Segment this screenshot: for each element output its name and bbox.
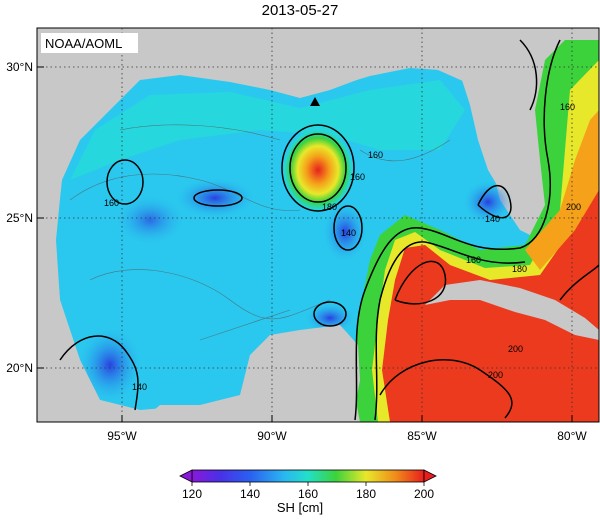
low-west-sw xyxy=(78,327,142,403)
low-florida-bay xyxy=(463,180,513,224)
cuba xyxy=(425,280,599,340)
contour-label: 160 xyxy=(368,150,383,160)
contour-label: 160 xyxy=(560,102,575,112)
station-triangle-icon xyxy=(310,97,320,106)
contour-label: 200 xyxy=(488,370,503,380)
lat-label-30n: 30°N xyxy=(6,60,33,74)
contour-label: 140 xyxy=(485,214,500,224)
credit-box xyxy=(41,33,138,53)
lon-label-80w: 80°W xyxy=(557,429,587,443)
contour-label: 140 xyxy=(132,382,147,392)
contour-label: 160 xyxy=(350,172,365,182)
colorbar-tick-label: 180 xyxy=(356,487,376,501)
northern-shelf xyxy=(70,80,465,180)
colorbar-tick-label: 140 xyxy=(240,487,260,501)
lat-label-25n: 25°N xyxy=(6,211,33,225)
contour-label: 200 xyxy=(566,202,581,212)
contour-label: 160 xyxy=(466,255,481,265)
lon-label-90w: 90°W xyxy=(257,429,287,443)
contour-label: 180 xyxy=(512,264,527,274)
graticule xyxy=(37,28,599,422)
low-west xyxy=(115,195,185,245)
contour-label: 180 xyxy=(322,202,337,212)
texas-coast xyxy=(37,28,440,422)
map-title: 2013-05-27 xyxy=(261,2,339,19)
orange-edge xyxy=(525,110,599,270)
low-central xyxy=(175,178,255,218)
contour-label: 140 xyxy=(341,228,356,238)
lon-label-95w: 95°W xyxy=(107,429,137,443)
yucatan xyxy=(248,325,360,422)
colorbar-tick-label: 120 xyxy=(182,487,202,501)
contour-label: 200 xyxy=(508,344,523,354)
contour-label: 160 xyxy=(104,198,119,208)
colorbar-label: SH [cm] xyxy=(276,500,324,515)
colorbar: 120 140 160 180 200 xyxy=(179,469,437,501)
florida xyxy=(430,28,520,190)
mexico-south xyxy=(140,400,250,422)
low-south xyxy=(305,303,355,333)
colorbar-tick-label: 160 xyxy=(298,487,318,501)
credit-label: NOAA/AOML xyxy=(45,36,122,51)
colorbar-tick-label: 200 xyxy=(414,487,434,501)
lat-label-20n: 20°N xyxy=(6,361,33,375)
lon-label-85w: 85°W xyxy=(407,429,437,443)
axis-ticks xyxy=(37,66,573,422)
map-frame xyxy=(36,27,600,423)
warm-eddy xyxy=(284,130,352,210)
